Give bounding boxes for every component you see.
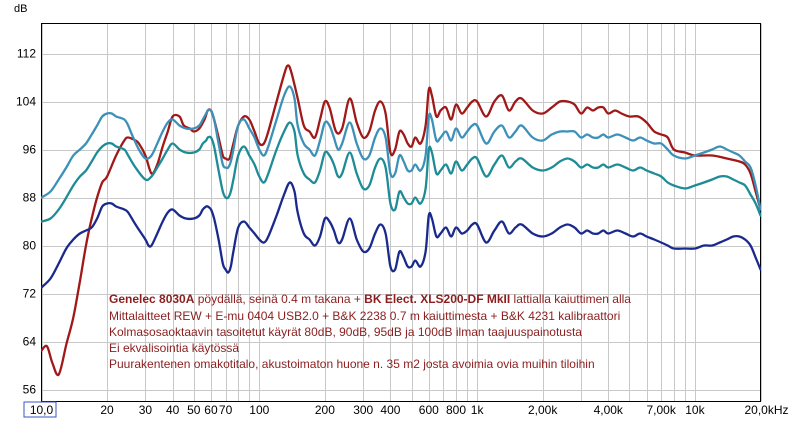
x-tick-label: 10,0 (30, 403, 54, 417)
note-subwoofer-placement: lattialla kaiuttimen alla (510, 292, 631, 306)
x-tick-label: 100 (249, 403, 269, 417)
y-tick-label: 72 (23, 287, 37, 301)
y-tick-label: 112 (17, 47, 36, 61)
y-tick-label: 64 (23, 335, 37, 349)
y-tick-label: 104 (16, 95, 36, 109)
x-tick-label: 400 (380, 403, 400, 417)
note-speaker-placement: pöydällä, seinä 0.4 m takana + (194, 292, 364, 306)
series-layer (41, 64, 761, 377)
x-tick-label: 20,0kHz (745, 403, 789, 417)
x-tick-label: 50 (187, 403, 201, 417)
note-subwoofer-name: BK Elect. XLS200-DF MkII (364, 292, 510, 306)
note-line-4: Ei ekvalisointia käytössä (109, 341, 239, 355)
x-tick-label: 300 (353, 403, 373, 417)
x-tick-label: 200 (315, 403, 335, 417)
grid-layer (41, 23, 762, 402)
x-tick-label: 600 (419, 403, 439, 417)
note-line-5: Puurakentenen omakotitalo, akustoimaton … (109, 357, 595, 371)
x-tick-label: 2,00k (528, 403, 558, 417)
x-tick-label: 4,00k (594, 403, 624, 417)
x-tick-label: 7,00k (647, 403, 677, 417)
series-line-90db (41, 181, 761, 289)
y-tick-label: 80 (23, 239, 37, 253)
series-line-bk-elect-xls200-df-mkii (41, 64, 761, 377)
x-tick-label: 70 (219, 403, 233, 417)
x-tick-label: 40 (166, 403, 180, 417)
series-line-100db (41, 85, 761, 211)
y-tick-label: 56 (23, 383, 37, 397)
note-line-3: Kolmasosaoktaavin tasoitetut käyrät 80dB… (109, 325, 582, 339)
x-axis-ticks: 10,0 20 30 40 50 60 70 100 200 300 400 600 800 1k 2,00… (23, 401, 789, 418)
x-tick-label: 20 (100, 403, 114, 417)
note-speaker-name: Genelec 8030A (109, 292, 195, 306)
x-tick-label: 60 (204, 403, 218, 417)
x-tick-label: 30 (139, 403, 153, 417)
series-line-95db (41, 121, 761, 223)
note-line-2: Mittalaitteet REW + E-mu 0404 USB2.0 + B… (109, 309, 620, 323)
x-range-start-box[interactable] (23, 401, 57, 418)
x-tick-label: 10k (685, 403, 705, 417)
note-line-1: Genelec 8030A pöydällä, seinä 0.4 m taka… (109, 292, 631, 306)
y-tick-label: 88 (23, 191, 37, 205)
x-tick-label: 800 (446, 403, 466, 417)
x-tick-label: 1k (471, 403, 485, 417)
y-axis-unit-label: dB (14, 3, 27, 15)
y-axis-ticks: 112 104 96 88 80 72 64 56 (16, 47, 36, 397)
y-tick-label: 96 (23, 143, 37, 157)
measurement-notes: Genelec 8030A pöydällä, seinä 0.4 m taka… (109, 292, 631, 371)
